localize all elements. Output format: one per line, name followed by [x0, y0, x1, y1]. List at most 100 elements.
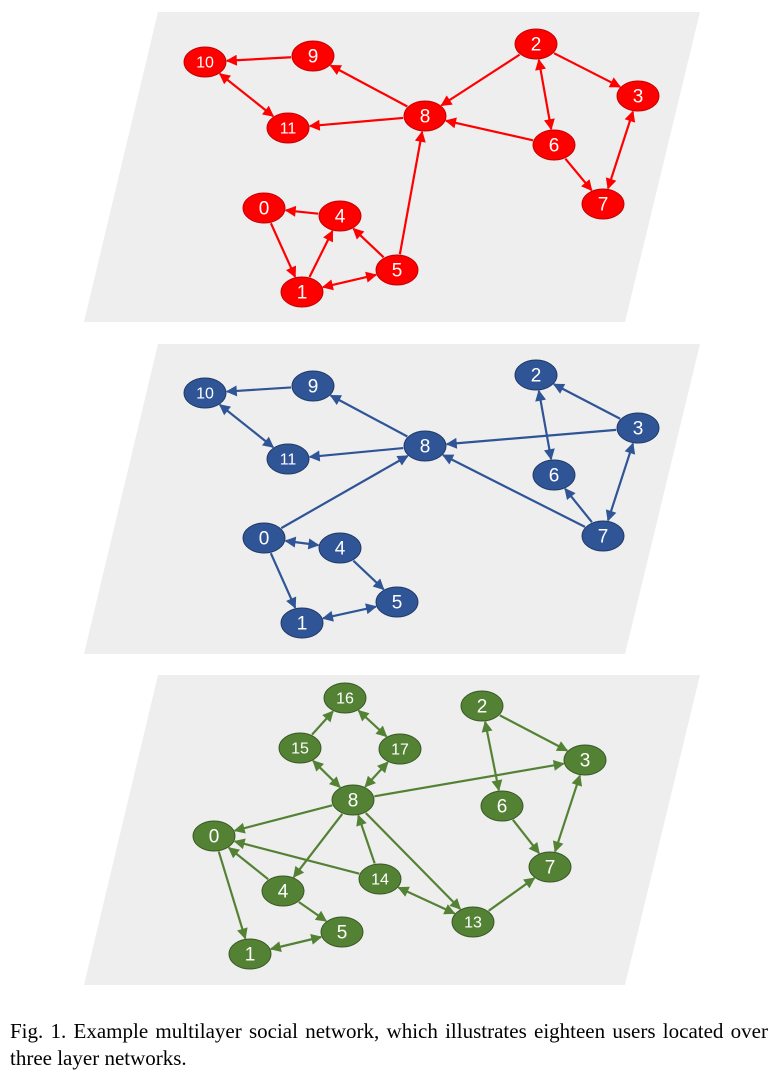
node-ellipse: [460, 690, 504, 722]
node-ellipse: [563, 744, 607, 776]
node-label: 11: [280, 452, 297, 469]
node-label: 10: [196, 386, 214, 403]
edge-9-10: [225, 385, 292, 397]
node-label: 7: [598, 527, 609, 548]
node-4: 4: [261, 875, 305, 907]
edge-5-8: [398, 130, 426, 255]
node-label: 7: [598, 195, 609, 216]
node-ellipse: [183, 46, 227, 78]
node-label: 16: [336, 691, 354, 708]
node-ellipse: [228, 938, 272, 970]
node-label: 4: [278, 882, 289, 903]
node-ellipse: [318, 200, 362, 232]
node-17: 17: [378, 733, 422, 765]
edge-7-6: [564, 487, 593, 523]
node-label: 6: [549, 136, 560, 157]
node-label: 10: [196, 55, 214, 72]
node-ellipse: [532, 459, 576, 491]
edge-9-10: [225, 54, 292, 66]
edge-8-9: [329, 394, 408, 438]
node-ellipse: [183, 377, 227, 409]
layer-blue: 0 1 2 3 4 5 6 7 8 9 10 11: [84, 344, 700, 654]
edge-15-16: [311, 710, 334, 736]
node-1: 1: [280, 276, 324, 308]
edge-8-3: [374, 759, 565, 798]
node-label: 0: [209, 827, 220, 848]
node-label: 7: [545, 858, 556, 879]
node-label: 5: [392, 261, 403, 282]
node-9: 9: [291, 370, 335, 402]
node-label: 3: [633, 87, 644, 108]
edge-16-17: [357, 709, 388, 738]
node-ellipse: [318, 532, 362, 564]
node-label: 3: [580, 751, 591, 772]
edge-2-3: [553, 52, 621, 88]
node-5: 5: [375, 254, 419, 286]
node-label: 8: [348, 791, 359, 812]
node-ellipse: [616, 412, 660, 444]
node-8: 8: [331, 784, 375, 816]
node-label: 3: [633, 419, 644, 440]
edge-8-9: [329, 64, 408, 108]
node-4: 4: [318, 200, 362, 232]
node-ellipse: [358, 863, 402, 895]
node-0: 0: [242, 192, 286, 224]
edge-1-5: [321, 271, 378, 291]
node-ellipse: [192, 820, 236, 852]
node-ellipse: [451, 906, 495, 938]
node-ellipse: [291, 370, 335, 402]
node-11: 11: [266, 443, 310, 475]
node-label: 6: [549, 466, 560, 487]
node-ellipse: [378, 733, 422, 765]
node-label: 13: [464, 915, 482, 932]
node-5: 5: [375, 586, 419, 618]
edge-0-1: [217, 851, 248, 940]
node-15: 15: [278, 732, 322, 764]
node-ellipse: [323, 682, 367, 714]
node-label: 5: [337, 923, 348, 944]
node-label: 2: [531, 366, 542, 387]
node-8: 8: [403, 430, 447, 462]
node-label: 2: [531, 35, 542, 56]
node-0: 0: [192, 820, 236, 852]
node-6: 6: [532, 459, 576, 491]
node-label: 1: [297, 614, 308, 635]
node-3: 3: [616, 80, 660, 112]
edge-14-0: [233, 838, 360, 875]
node-ellipse: [532, 129, 576, 161]
layer-red: 0 1 2 3 4 5 6 7 8 9 10 11: [84, 12, 700, 322]
node-5: 5: [320, 916, 364, 948]
edge-6-7: [564, 157, 593, 192]
edge-10-11: [218, 72, 275, 118]
node-label: 9: [308, 377, 319, 398]
node-ellipse: [320, 916, 364, 948]
node-2: 2: [460, 690, 504, 722]
node-label: 1: [297, 283, 308, 304]
node-ellipse: [403, 100, 447, 132]
edge-3-7: [605, 110, 636, 190]
edge-4-0: [227, 846, 269, 881]
edge-3-7: [605, 442, 636, 522]
multilayer-network-diagram: 0 1 2 3 4 5 6 7 8 9 10 11 0 1 2 3 4 5 6 7 8 9 10 11 0 1 2 3 4 5 6 7 8 1…: [84, 12, 700, 985]
node-ellipse: [261, 875, 305, 907]
node-ellipse: [581, 520, 625, 552]
edge-2-6: [535, 389, 555, 461]
node-10: 10: [183, 377, 227, 409]
node-ellipse: [480, 790, 524, 822]
node-2: 2: [514, 28, 558, 60]
node-label: 6: [497, 797, 508, 818]
node-0: 0: [242, 522, 286, 554]
node-3: 3: [563, 744, 607, 776]
edge-8-0: [233, 804, 333, 834]
node-ellipse: [331, 784, 375, 816]
node-6: 6: [480, 790, 524, 822]
node-label: 0: [259, 529, 270, 550]
edge-0-8: [280, 454, 409, 530]
edge-17-8: [364, 761, 389, 788]
node-7: 7: [528, 851, 572, 883]
node-ellipse: [514, 28, 558, 60]
node-1: 1: [280, 607, 324, 639]
node-ellipse: [242, 522, 286, 554]
node-ellipse: [266, 112, 310, 144]
node-ellipse: [266, 443, 310, 475]
